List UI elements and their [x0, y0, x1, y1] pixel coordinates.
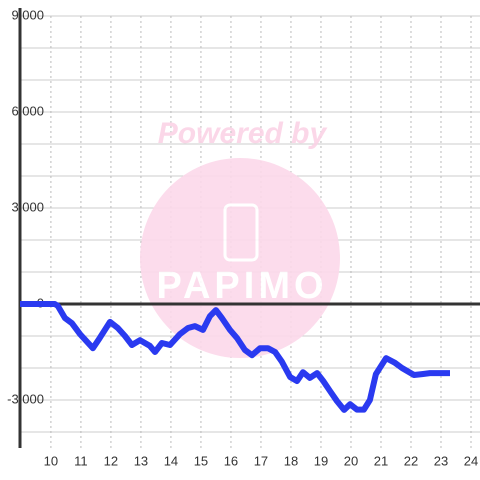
watermark-icon	[223, 203, 259, 262]
x-tick-label: 18	[284, 453, 298, 468]
x-tick-label: 21	[374, 453, 388, 468]
data-line	[20, 301, 450, 413]
x-tick-label: 10	[44, 453, 58, 468]
x-tick-label: 11	[74, 453, 88, 468]
watermark-logo: PAPIMO	[156, 265, 327, 307]
watermark-text: Powered by	[158, 117, 328, 150]
x-tick-label: 15	[194, 453, 208, 468]
x-tick-label: 24	[464, 453, 478, 468]
x-tick-label: 17	[254, 453, 268, 468]
x-tick-label: 13	[134, 453, 148, 468]
y-tick-label: -3,000	[7, 391, 44, 406]
x-tick-label: 23	[434, 453, 448, 468]
x-tick-label: 22	[404, 453, 418, 468]
x-tick-label: 12	[104, 453, 118, 468]
watermark-circle	[140, 158, 340, 358]
y-tick-label: 9,000	[11, 7, 44, 22]
y-tick-label: 6,000	[11, 103, 44, 118]
x-tick-label: 14	[164, 453, 178, 468]
x-tick-label: 20	[344, 453, 358, 468]
x-tick-label: 16	[224, 453, 238, 468]
y-tick-label: 3,000	[11, 199, 44, 214]
watermark: Powered by PAPIMO	[140, 117, 340, 358]
x-tick-label: 19	[314, 453, 328, 468]
